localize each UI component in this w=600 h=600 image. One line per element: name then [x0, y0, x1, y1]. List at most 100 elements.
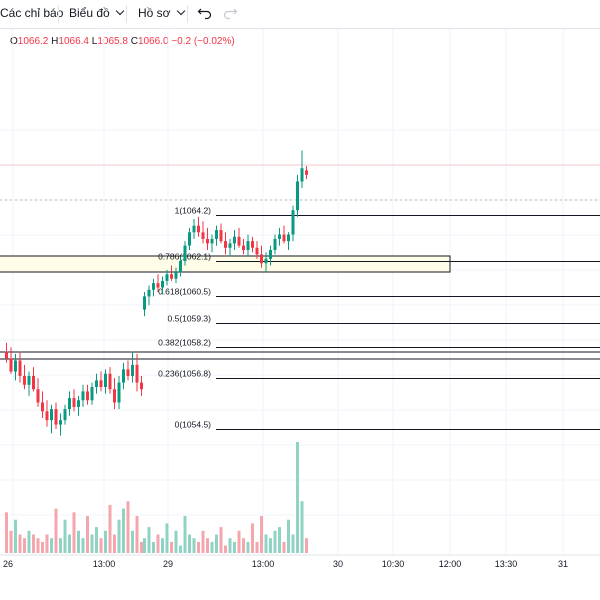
- fib-level-label: 0.382(1058.2): [158, 338, 211, 348]
- volume-bar: [68, 534, 71, 553]
- volume-bar: [9, 530, 13, 553]
- volume-bar: [77, 530, 80, 553]
- volume-bar: [81, 538, 85, 553]
- volume-bar: [174, 530, 178, 553]
- time-axis-label: 13:00: [93, 559, 116, 569]
- candle-body: [36, 389, 40, 403]
- volume-bar: [296, 442, 299, 553]
- candle-body: [14, 360, 17, 372]
- volume-bar: [59, 538, 62, 553]
- volume-bar: [156, 534, 160, 553]
- volume-bar: [36, 538, 40, 553]
- volume-bar: [165, 523, 169, 553]
- candle-body: [206, 238, 209, 244]
- volume-bar: [45, 534, 49, 553]
- chart-menu-button[interactable]: Biểu đồ: [69, 6, 124, 20]
- candle-body: [152, 283, 155, 290]
- volume-bar: [269, 538, 272, 553]
- candle-body: [126, 369, 130, 376]
- volume-bar: [27, 530, 31, 553]
- candle-body: [32, 375, 35, 390]
- volume-bar: [152, 541, 155, 553]
- volume-bar: [183, 516, 187, 553]
- candle-body: [117, 382, 121, 403]
- volume-bar: [86, 516, 89, 553]
- fib-level-label: 0(1054.5): [175, 420, 212, 430]
- candle-body: [140, 382, 143, 390]
- highlight-zones: [0, 255, 600, 360]
- candle-body: [237, 236, 241, 246]
- volume-bar: [18, 534, 22, 553]
- candle-body: [45, 411, 49, 421]
- candle-body: [161, 280, 164, 288]
- candle-body: [131, 364, 134, 376]
- candle-body: [72, 398, 76, 407]
- volume-bar: [54, 508, 58, 553]
- volume-bar: [206, 538, 209, 553]
- candle-body: [287, 234, 290, 242]
- candle-body: [170, 274, 173, 279]
- time-axis-label: 12:00: [439, 559, 462, 569]
- volume-bar: [278, 527, 281, 553]
- candle-body: [291, 210, 295, 235]
- redo-button[interactable]: [222, 5, 238, 24]
- time-axis-label: 13:00: [252, 559, 275, 569]
- volume-bar: [140, 541, 143, 553]
- fib-level-label: 1(1064.2): [175, 206, 212, 216]
- fib-level-label: 0.618(1060.5): [158, 287, 211, 297]
- volume-bar: [135, 516, 139, 553]
- volume-bar: [291, 534, 295, 553]
- volume-bar: [72, 512, 76, 553]
- volume-bar: [117, 519, 121, 553]
- candle-body: [197, 225, 200, 233]
- candle-body: [104, 373, 107, 388]
- candle-body: [305, 170, 308, 175]
- redo-icon: [223, 8, 238, 20]
- volume-bar: [273, 530, 277, 553]
- volume-bar: [126, 501, 130, 553]
- candle-body: [59, 420, 62, 425]
- toolbar-divider: [58, 5, 59, 23]
- volume-bar: [242, 538, 245, 553]
- candle-body: [108, 373, 112, 390]
- candle-body: [68, 398, 71, 410]
- profile-menu-button[interactable]: Hồ sơ: [138, 6, 185, 20]
- top-toolbar: Các chỉ báo Biểu đồ Hồ sơ: [0, 0, 600, 29]
- volume-bar: [99, 538, 103, 553]
- time-axis-label: 29: [163, 559, 173, 569]
- volume-bar: [197, 541, 200, 553]
- time-axis: 26 13:00 29 13:00 30 10:30 12:00 13:30 31: [0, 554, 600, 569]
- candle-body: [77, 400, 80, 407]
- candle-body: [201, 232, 205, 239]
- volume-bar: [32, 534, 35, 553]
- candle-body: [50, 409, 53, 421]
- candle-body: [63, 409, 67, 421]
- toolbar-divider: [126, 5, 127, 23]
- indicators-button[interactable]: Các chỉ báo: [0, 6, 63, 20]
- fib-level-label: 0.236(1056.8): [158, 369, 211, 379]
- volume-bar: [5, 512, 8, 553]
- price-chart[interactable]: 1(1064.2)0.786(1062.1)0.618(1060.5)0.5(1…: [0, 29, 600, 600]
- time-axis-label: 10:30: [382, 559, 405, 569]
- candle-body: [23, 375, 26, 385]
- candle-body: [179, 261, 182, 273]
- volume-bar: [228, 538, 232, 553]
- volume-bar: [188, 534, 191, 553]
- volume-bar: [264, 534, 268, 553]
- fibonacci-retracement[interactable]: 1(1064.2)0.786(1062.1)0.618(1060.5)0.5(1…: [158, 206, 600, 430]
- candle-body: [300, 168, 304, 182]
- candle-body: [251, 241, 254, 248]
- time-axis-label: 13:30: [495, 559, 518, 569]
- profile-menu-label: Hồ sơ: [138, 6, 171, 20]
- candle-body: [81, 391, 85, 401]
- volume-bar: [282, 541, 286, 553]
- volume-bar: [90, 534, 94, 553]
- candle-body: [143, 296, 146, 310]
- undo-button[interactable]: [197, 5, 213, 24]
- volume-bar: [131, 530, 134, 553]
- candle-body: [255, 247, 259, 255]
- volume-bar: [201, 530, 205, 553]
- candle-body: [156, 283, 160, 288]
- candle-body: [192, 225, 196, 233]
- volume-bar: [219, 527, 223, 553]
